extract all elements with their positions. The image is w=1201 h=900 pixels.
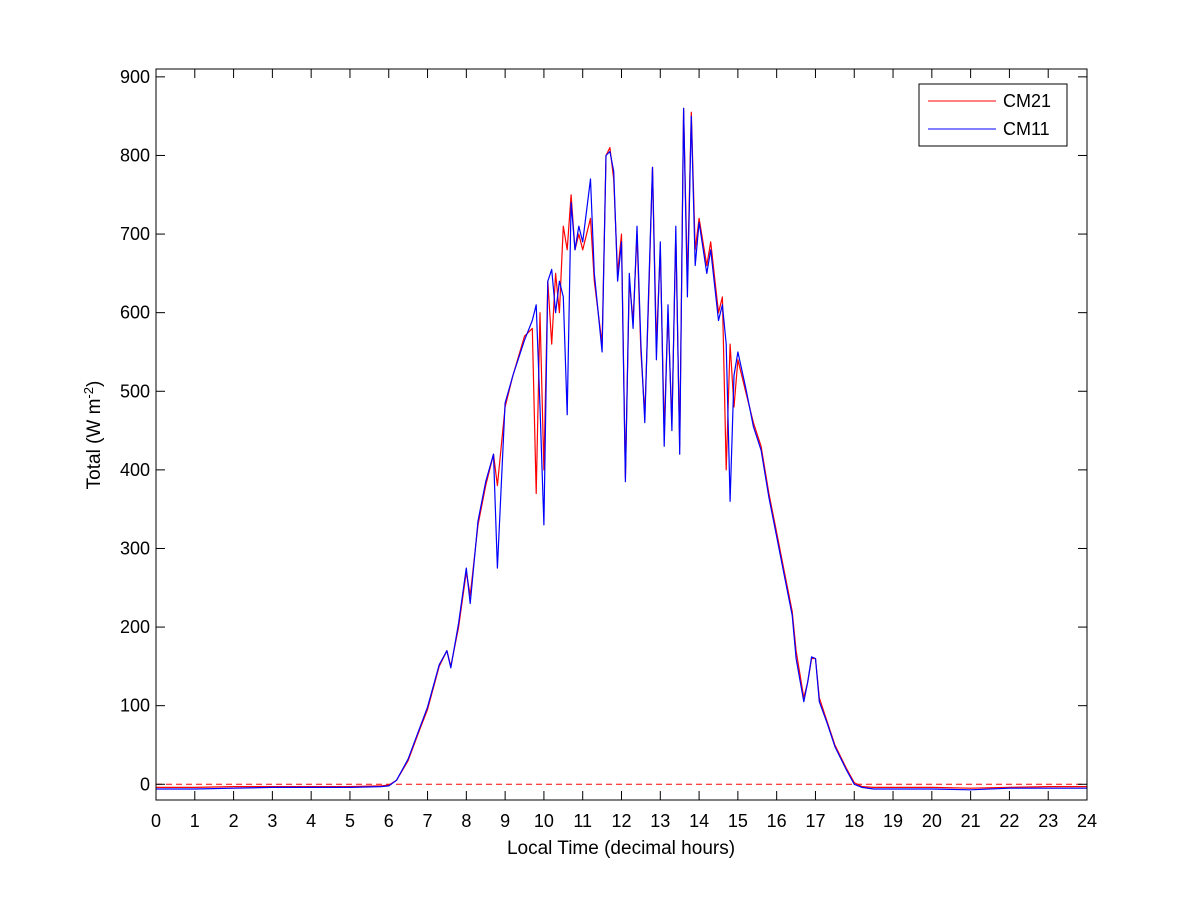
y-tick-label: 400 xyxy=(120,460,150,480)
series-layer xyxy=(156,107,1087,791)
x-tick-label: 0 xyxy=(151,811,161,831)
y-tick-label: 100 xyxy=(120,696,150,716)
x-tick-label: 23 xyxy=(1038,811,1058,831)
legend: CM21 CM11 xyxy=(918,83,1068,147)
x-tick-label: 18 xyxy=(844,811,864,831)
x-tick-label: 24 xyxy=(1077,811,1097,831)
legend-box xyxy=(918,83,1068,147)
y-axis-label-exponent: -2 xyxy=(81,387,96,399)
x-tick-label: 7 xyxy=(423,811,433,831)
x-tick-label: 19 xyxy=(883,811,903,831)
x-tick-label: 8 xyxy=(461,811,471,831)
x-tick-label: 20 xyxy=(922,811,942,831)
y-tick-label: 500 xyxy=(120,381,150,401)
x-tick-label: 1 xyxy=(190,811,200,831)
x-tick-label: 11 xyxy=(573,811,592,831)
y-tick-label: 800 xyxy=(120,145,150,165)
x-tick-label: 10 xyxy=(534,811,554,831)
series-line-cm11 xyxy=(156,107,1087,791)
y-axis-label-main: Total (W m xyxy=(84,399,105,490)
x-tick-label: 13 xyxy=(650,811,670,831)
legend-label-cm21: CM21 xyxy=(1003,91,1051,111)
x-tick-label: 17 xyxy=(805,811,825,831)
x-tick-label: 5 xyxy=(345,811,355,831)
plot-area xyxy=(156,69,1087,800)
ticks-layer: 0 1 2 3 4 5 6 7 8 9 10 11 12 13 14 15 16 17 18 19 20 21 22 23 24… xyxy=(120,67,1097,831)
y-axis-label: Total (W m-2) xyxy=(81,381,105,490)
x-tick-label: 15 xyxy=(728,811,748,831)
y-tick-label: 200 xyxy=(120,617,150,637)
x-tick-label: 14 xyxy=(689,811,709,831)
x-tick-label: 12 xyxy=(611,811,631,831)
x-tick-label: 21 xyxy=(961,811,981,831)
x-tick-label: 22 xyxy=(999,811,1019,831)
x-tick-label: 9 xyxy=(500,811,510,831)
legend-label-cm11: CM11 xyxy=(1003,119,1050,139)
x-tick-label: 2 xyxy=(229,811,239,831)
y-tick-label: 300 xyxy=(120,538,150,558)
y-tick-label: 900 xyxy=(120,67,150,87)
y-tick-label: 700 xyxy=(120,224,150,244)
y-tick-label: 0 xyxy=(140,774,150,794)
y-axis-label-close: ) xyxy=(84,381,105,387)
x-tick-label: 16 xyxy=(767,811,787,831)
x-tick-label: 4 xyxy=(306,811,316,831)
x-tick-label: 6 xyxy=(384,811,394,831)
y-tick-label: 600 xyxy=(120,303,150,323)
x-axis-label: Local Time (decimal hours) xyxy=(507,838,735,859)
x-tick-label: 3 xyxy=(267,811,277,831)
